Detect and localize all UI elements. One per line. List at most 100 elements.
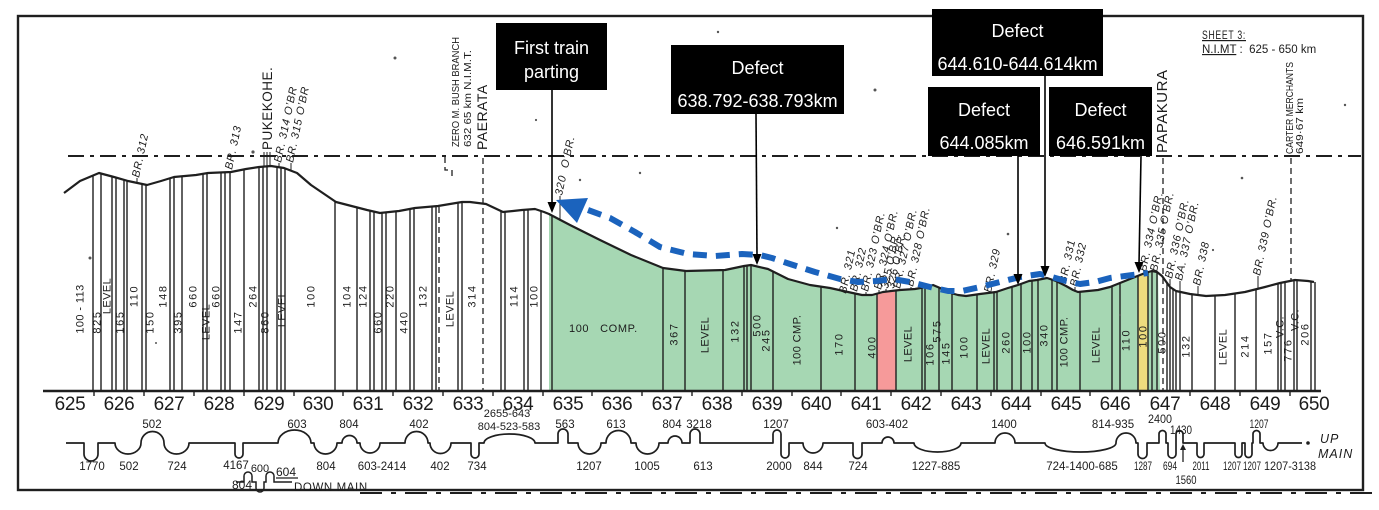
svg-text:860: 860 bbox=[260, 310, 272, 333]
svg-text:644: 644 bbox=[1001, 394, 1033, 415]
svg-text:2011: 2011 bbox=[1193, 461, 1210, 473]
svg-text:MAIN: MAIN bbox=[1318, 447, 1353, 461]
svg-text:CARTER MERCHANTS: CARTER MERCHANTS bbox=[1285, 62, 1296, 154]
svg-text:LEVEL: LEVEL bbox=[445, 291, 457, 327]
svg-text:724: 724 bbox=[848, 461, 868, 473]
svg-text:636: 636 bbox=[602, 394, 633, 415]
svg-text:114: 114 bbox=[509, 285, 521, 307]
svg-text:2400: 2400 bbox=[1148, 414, 1172, 426]
svg-text:644.085km: 644.085km bbox=[939, 133, 1028, 153]
svg-text:100: 100 bbox=[529, 284, 541, 307]
svg-text:613: 613 bbox=[693, 461, 712, 473]
svg-text:LEVEL: LEVEL bbox=[903, 326, 915, 362]
svg-text:314: 314 bbox=[467, 284, 479, 307]
svg-text:603: 603 bbox=[287, 419, 306, 431]
svg-text:660: 660 bbox=[188, 284, 200, 307]
svg-text:804: 804 bbox=[316, 461, 336, 473]
svg-text:804: 804 bbox=[339, 419, 359, 431]
svg-text:LEVEL: LEVEL bbox=[1218, 329, 1230, 365]
svg-text:LEVEL: LEVEL bbox=[981, 328, 993, 364]
svg-text:V.C.: V.C. bbox=[1275, 316, 1287, 338]
svg-text:600: 600 bbox=[251, 463, 269, 475]
svg-text:2000: 2000 bbox=[766, 461, 792, 473]
svg-text:625: 625 bbox=[55, 394, 86, 415]
svg-text:400: 400 bbox=[867, 335, 879, 358]
svg-text:150: 150 bbox=[145, 310, 157, 333]
svg-text:104: 104 bbox=[342, 284, 354, 307]
svg-text:633: 633 bbox=[453, 394, 484, 415]
svg-text:LEVEL: LEVEL bbox=[277, 291, 289, 327]
svg-text:647: 647 bbox=[1150, 394, 1181, 415]
svg-text:646.591km: 646.591km bbox=[1056, 133, 1145, 153]
svg-text:644.610-644.614km: 644.610-644.614km bbox=[937, 54, 1097, 74]
svg-text:638: 638 bbox=[702, 394, 733, 415]
svg-text:Defect: Defect bbox=[958, 100, 1010, 120]
svg-text:804-523-583: 804-523-583 bbox=[478, 421, 540, 433]
svg-text:395: 395 bbox=[173, 310, 185, 333]
svg-text:100 CMP.: 100 CMP. bbox=[792, 315, 804, 366]
svg-text:Defect: Defect bbox=[1074, 100, 1126, 120]
svg-text:402: 402 bbox=[430, 461, 449, 473]
svg-text:LEVEL: LEVEL bbox=[1091, 327, 1103, 363]
svg-text:626: 626 bbox=[104, 394, 135, 415]
svg-text:245: 245 bbox=[761, 328, 773, 351]
svg-text:639: 639 bbox=[752, 394, 783, 415]
svg-text:145: 145 bbox=[941, 341, 953, 364]
svg-text:100: 100 bbox=[959, 335, 971, 358]
svg-text:645: 645 bbox=[1051, 394, 1082, 415]
svg-text:500: 500 bbox=[752, 313, 764, 336]
svg-text:500: 500 bbox=[1157, 330, 1169, 353]
svg-text:613: 613 bbox=[606, 419, 625, 431]
svg-text:100: 100 bbox=[306, 284, 318, 307]
svg-text:157: 157 bbox=[1263, 331, 1275, 354]
svg-text:694: 694 bbox=[1163, 461, 1177, 473]
svg-text:641: 641 bbox=[851, 394, 882, 415]
svg-text:648: 648 bbox=[1200, 394, 1231, 415]
svg-text:100 COMP.: 100 COMP. bbox=[569, 323, 638, 335]
svg-text:630: 630 bbox=[303, 394, 334, 415]
svg-text:ZERO M. BUSH BRANCH: ZERO M. BUSH BRANCH bbox=[451, 37, 462, 147]
svg-text:206: 206 bbox=[1300, 322, 1312, 345]
svg-text:260: 260 bbox=[1001, 330, 1013, 353]
svg-text:1207: 1207 bbox=[763, 419, 789, 431]
svg-text:PAERATA: PAERATA bbox=[474, 84, 490, 150]
svg-text:220: 220 bbox=[385, 284, 397, 307]
svg-text:634: 634 bbox=[503, 394, 535, 415]
svg-text:Defect: Defect bbox=[731, 58, 783, 78]
svg-text:650: 650 bbox=[1299, 394, 1330, 415]
svg-text:603-2414: 603-2414 bbox=[358, 461, 407, 473]
svg-text:1207: 1207 bbox=[1223, 461, 1241, 473]
svg-text:N.I.MT : 625 - 650 km: N.I.MT : 625 - 650 km bbox=[1202, 44, 1316, 56]
svg-text:724: 724 bbox=[167, 461, 187, 473]
svg-text:502: 502 bbox=[142, 419, 161, 431]
svg-text:147: 147 bbox=[233, 310, 245, 333]
svg-text:502: 502 bbox=[119, 461, 138, 473]
svg-text:629: 629 bbox=[254, 394, 285, 415]
svg-text:110: 110 bbox=[129, 285, 141, 307]
svg-text:1770: 1770 bbox=[79, 461, 105, 473]
svg-text:110: 110 bbox=[1121, 329, 1133, 351]
svg-text:402: 402 bbox=[409, 419, 428, 431]
svg-text:V.C.: V.C. bbox=[1290, 309, 1302, 331]
svg-text:604: 604 bbox=[276, 465, 296, 479]
svg-text:1430: 1430 bbox=[1170, 425, 1192, 437]
svg-text:124: 124 bbox=[358, 284, 370, 307]
svg-text:643: 643 bbox=[951, 394, 982, 415]
svg-text:4167: 4167 bbox=[223, 460, 249, 472]
svg-text:844: 844 bbox=[803, 461, 823, 473]
svg-text:649: 649 bbox=[1250, 394, 1281, 415]
svg-text:1005: 1005 bbox=[634, 461, 660, 473]
svg-text:825: 825 bbox=[92, 310, 104, 333]
svg-text:575: 575 bbox=[932, 319, 944, 342]
svg-text:804: 804 bbox=[662, 419, 682, 431]
svg-text:132: 132 bbox=[730, 319, 742, 342]
svg-text:627: 627 bbox=[154, 394, 185, 415]
svg-text:165: 165 bbox=[115, 310, 127, 333]
svg-text:804: 804 bbox=[232, 478, 252, 492]
svg-text:DOWN MAIN: DOWN MAIN bbox=[294, 482, 368, 494]
svg-text:100: 100 bbox=[1022, 330, 1034, 353]
svg-text:1227-885: 1227-885 bbox=[912, 461, 961, 473]
svg-text:563: 563 bbox=[555, 419, 574, 431]
svg-text:603-402: 603-402 bbox=[866, 419, 908, 431]
svg-text:440: 440 bbox=[399, 310, 411, 333]
